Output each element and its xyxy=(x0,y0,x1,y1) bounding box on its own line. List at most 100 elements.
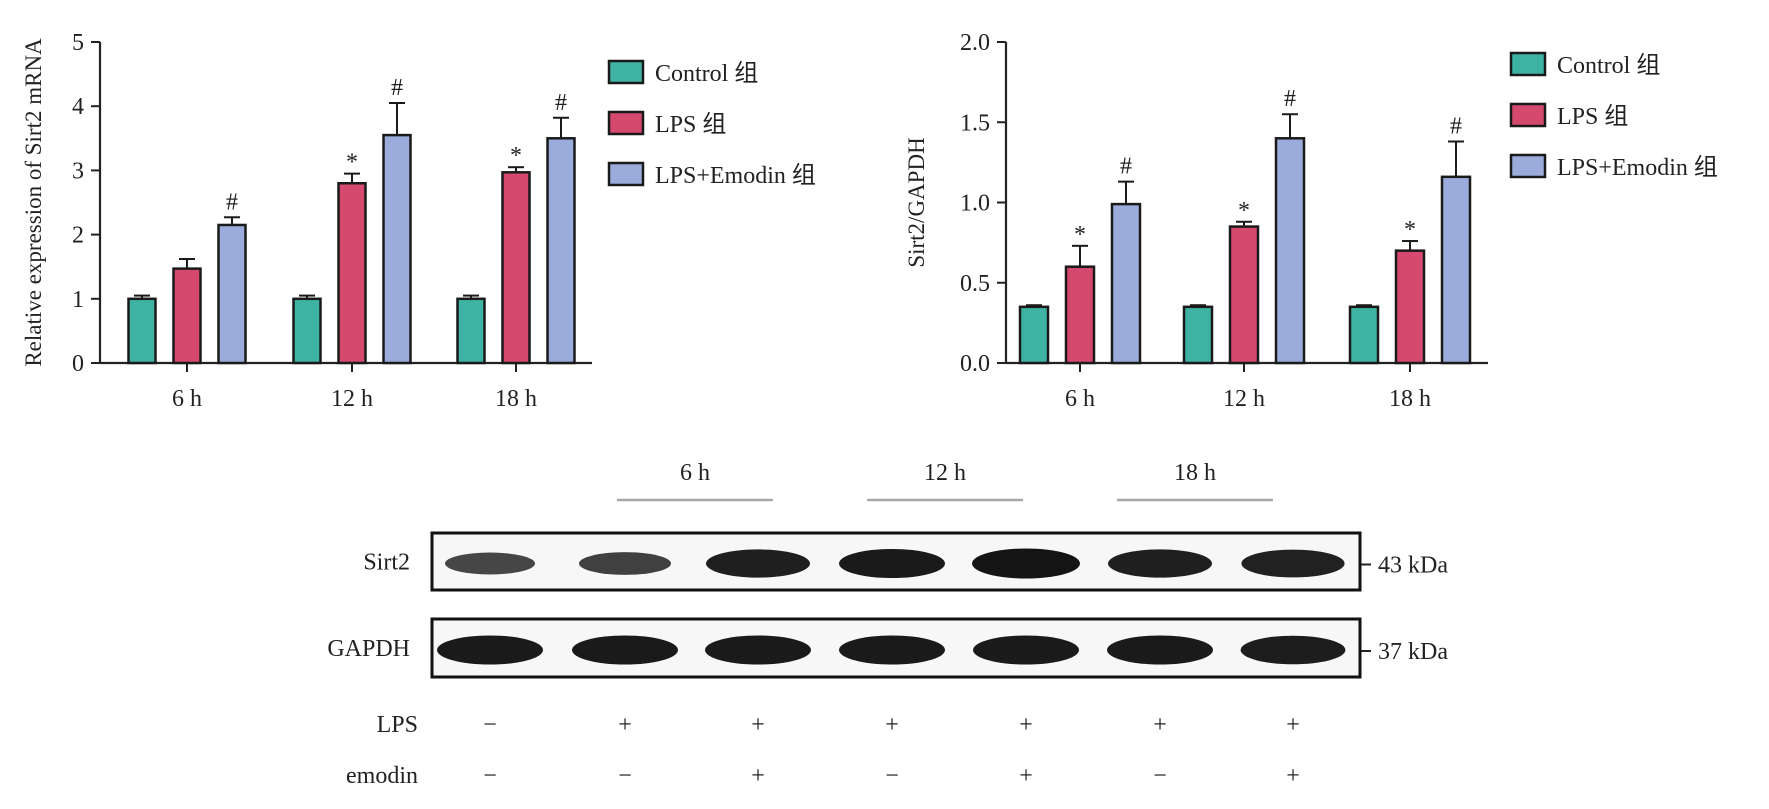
y-tick-label: 0.5 xyxy=(960,271,990,297)
x-tick-label: 6 h xyxy=(172,386,202,412)
y-tick-label: 0 xyxy=(72,351,84,377)
blot-timepoint-label: 6 h xyxy=(680,460,710,486)
y-tick-label: 5 xyxy=(72,30,84,56)
legend-entry: Control 组 xyxy=(1557,52,1660,79)
significance-mark: * xyxy=(1238,198,1250,224)
y-axis-label: Sirt2/GAPDH xyxy=(904,137,929,267)
treatment-sign: + xyxy=(1019,712,1033,738)
y-axis-label: Relative expression of Sirt2 mRNA xyxy=(21,38,46,367)
y-tick-label: 2 xyxy=(72,223,84,249)
x-tick-label: 18 h xyxy=(1389,386,1431,412)
legend-entry: LPS 组 xyxy=(655,111,726,138)
protein-band xyxy=(445,552,535,575)
molecular-weight-label: 43 kDa xyxy=(1378,553,1448,579)
bar xyxy=(1274,137,1306,365)
significance-mark: # xyxy=(391,75,403,101)
x-tick-label: 12 h xyxy=(331,386,373,412)
bar xyxy=(1110,202,1142,365)
bar xyxy=(382,133,412,365)
x-tick-label: 18 h xyxy=(495,386,537,412)
treatment-label: emodin xyxy=(346,763,418,789)
legend-swatch xyxy=(607,59,645,85)
bar xyxy=(337,181,367,365)
x-tick-label: 6 h xyxy=(1065,386,1095,412)
blot-protein-label: GAPDH xyxy=(327,636,410,662)
protein-band xyxy=(1241,549,1345,578)
protein-band xyxy=(437,635,543,665)
bar xyxy=(127,297,157,365)
y-tick-label: 1.5 xyxy=(960,110,990,136)
bar xyxy=(1018,305,1050,365)
legend-swatch xyxy=(1509,153,1547,179)
treatment-sign: + xyxy=(618,712,632,738)
significance-mark: # xyxy=(555,90,567,116)
significance-mark: * xyxy=(1404,217,1416,243)
protein-band xyxy=(839,635,945,665)
legend-entry: LPS+Emodin 组 xyxy=(1557,154,1718,181)
legend-entry: LPS+Emodin 组 xyxy=(655,162,816,189)
y-tick-label: 0.0 xyxy=(960,351,990,377)
legend-entry: LPS 组 xyxy=(1557,103,1628,130)
blot-protein-label: Sirt2 xyxy=(363,550,410,576)
treatment-sign: + xyxy=(1286,712,1300,738)
y-tick-label: 4 xyxy=(72,94,84,120)
protein-band xyxy=(1107,635,1213,665)
western-blot-panel: 6 h 12 h 18 h Sirt2 43 kDa GAPDH 37 kDa LPS − + + +… xyxy=(327,460,1448,789)
bar xyxy=(1394,249,1426,365)
protein-band xyxy=(705,635,811,665)
bar xyxy=(217,223,247,365)
protein-band xyxy=(572,635,678,665)
bar xyxy=(1348,305,1380,365)
treatment-label: LPS xyxy=(377,712,418,738)
legend-swatch xyxy=(607,161,645,187)
bar xyxy=(1228,225,1260,365)
significance-mark: # xyxy=(1120,154,1132,180)
treatment-sign: − xyxy=(885,763,899,789)
bar xyxy=(501,171,531,365)
significance-mark: # xyxy=(1284,86,1296,112)
y-tick-label: 2.0 xyxy=(960,30,990,56)
protein-band xyxy=(973,635,1079,665)
treatment-sign: + xyxy=(1153,712,1167,738)
treatment-sign: − xyxy=(483,712,497,738)
protein-ratio-bar-chart: 0.0 0.5 1.0 1.5 2.0 Sirt2/GAPDH 6 h * #12 h * #18 … xyxy=(904,30,1718,412)
bar xyxy=(1440,175,1472,365)
y-tick-label: 1 xyxy=(72,287,84,313)
protein-band xyxy=(1108,549,1212,578)
significance-mark: # xyxy=(226,189,238,215)
treatment-sign: + xyxy=(751,712,765,738)
bar xyxy=(546,137,576,365)
treatment-sign: − xyxy=(483,763,497,789)
legend-entry: Control 组 xyxy=(655,60,758,87)
treatment-sign: + xyxy=(1019,763,1033,789)
blot-timepoint-label: 12 h xyxy=(924,460,966,486)
protein-band xyxy=(706,549,810,578)
protein-band xyxy=(972,548,1080,579)
x-tick-label: 12 h xyxy=(1223,386,1265,412)
treatment-sign: + xyxy=(751,763,765,789)
molecular-weight-label: 37 kDa xyxy=(1378,639,1448,665)
significance-mark: * xyxy=(510,143,522,169)
protein-band xyxy=(1240,635,1346,665)
legend-swatch xyxy=(1509,102,1547,128)
treatment-sign: − xyxy=(1153,763,1167,789)
significance-mark: # xyxy=(1450,114,1462,140)
blot-timepoint-label: 18 h xyxy=(1174,460,1216,486)
treatment-sign: + xyxy=(885,712,899,738)
significance-mark: * xyxy=(1074,222,1086,248)
mrna-bar-chart: 0 1 2 3 4 5 Relative expression of Sirt2 mRNA 6… xyxy=(21,30,816,412)
protein-band xyxy=(579,552,671,575)
treatment-sign: − xyxy=(618,763,632,789)
legend-swatch xyxy=(607,110,645,136)
bar xyxy=(1064,265,1096,365)
bar xyxy=(172,267,202,365)
bar xyxy=(456,297,486,365)
protein-band xyxy=(839,548,945,579)
legend-swatch xyxy=(1509,51,1547,77)
y-tick-label: 3 xyxy=(72,158,84,184)
bar xyxy=(292,297,322,365)
bar xyxy=(1182,305,1214,365)
y-tick-label: 1.0 xyxy=(960,191,990,217)
treatment-sign: + xyxy=(1286,763,1300,789)
